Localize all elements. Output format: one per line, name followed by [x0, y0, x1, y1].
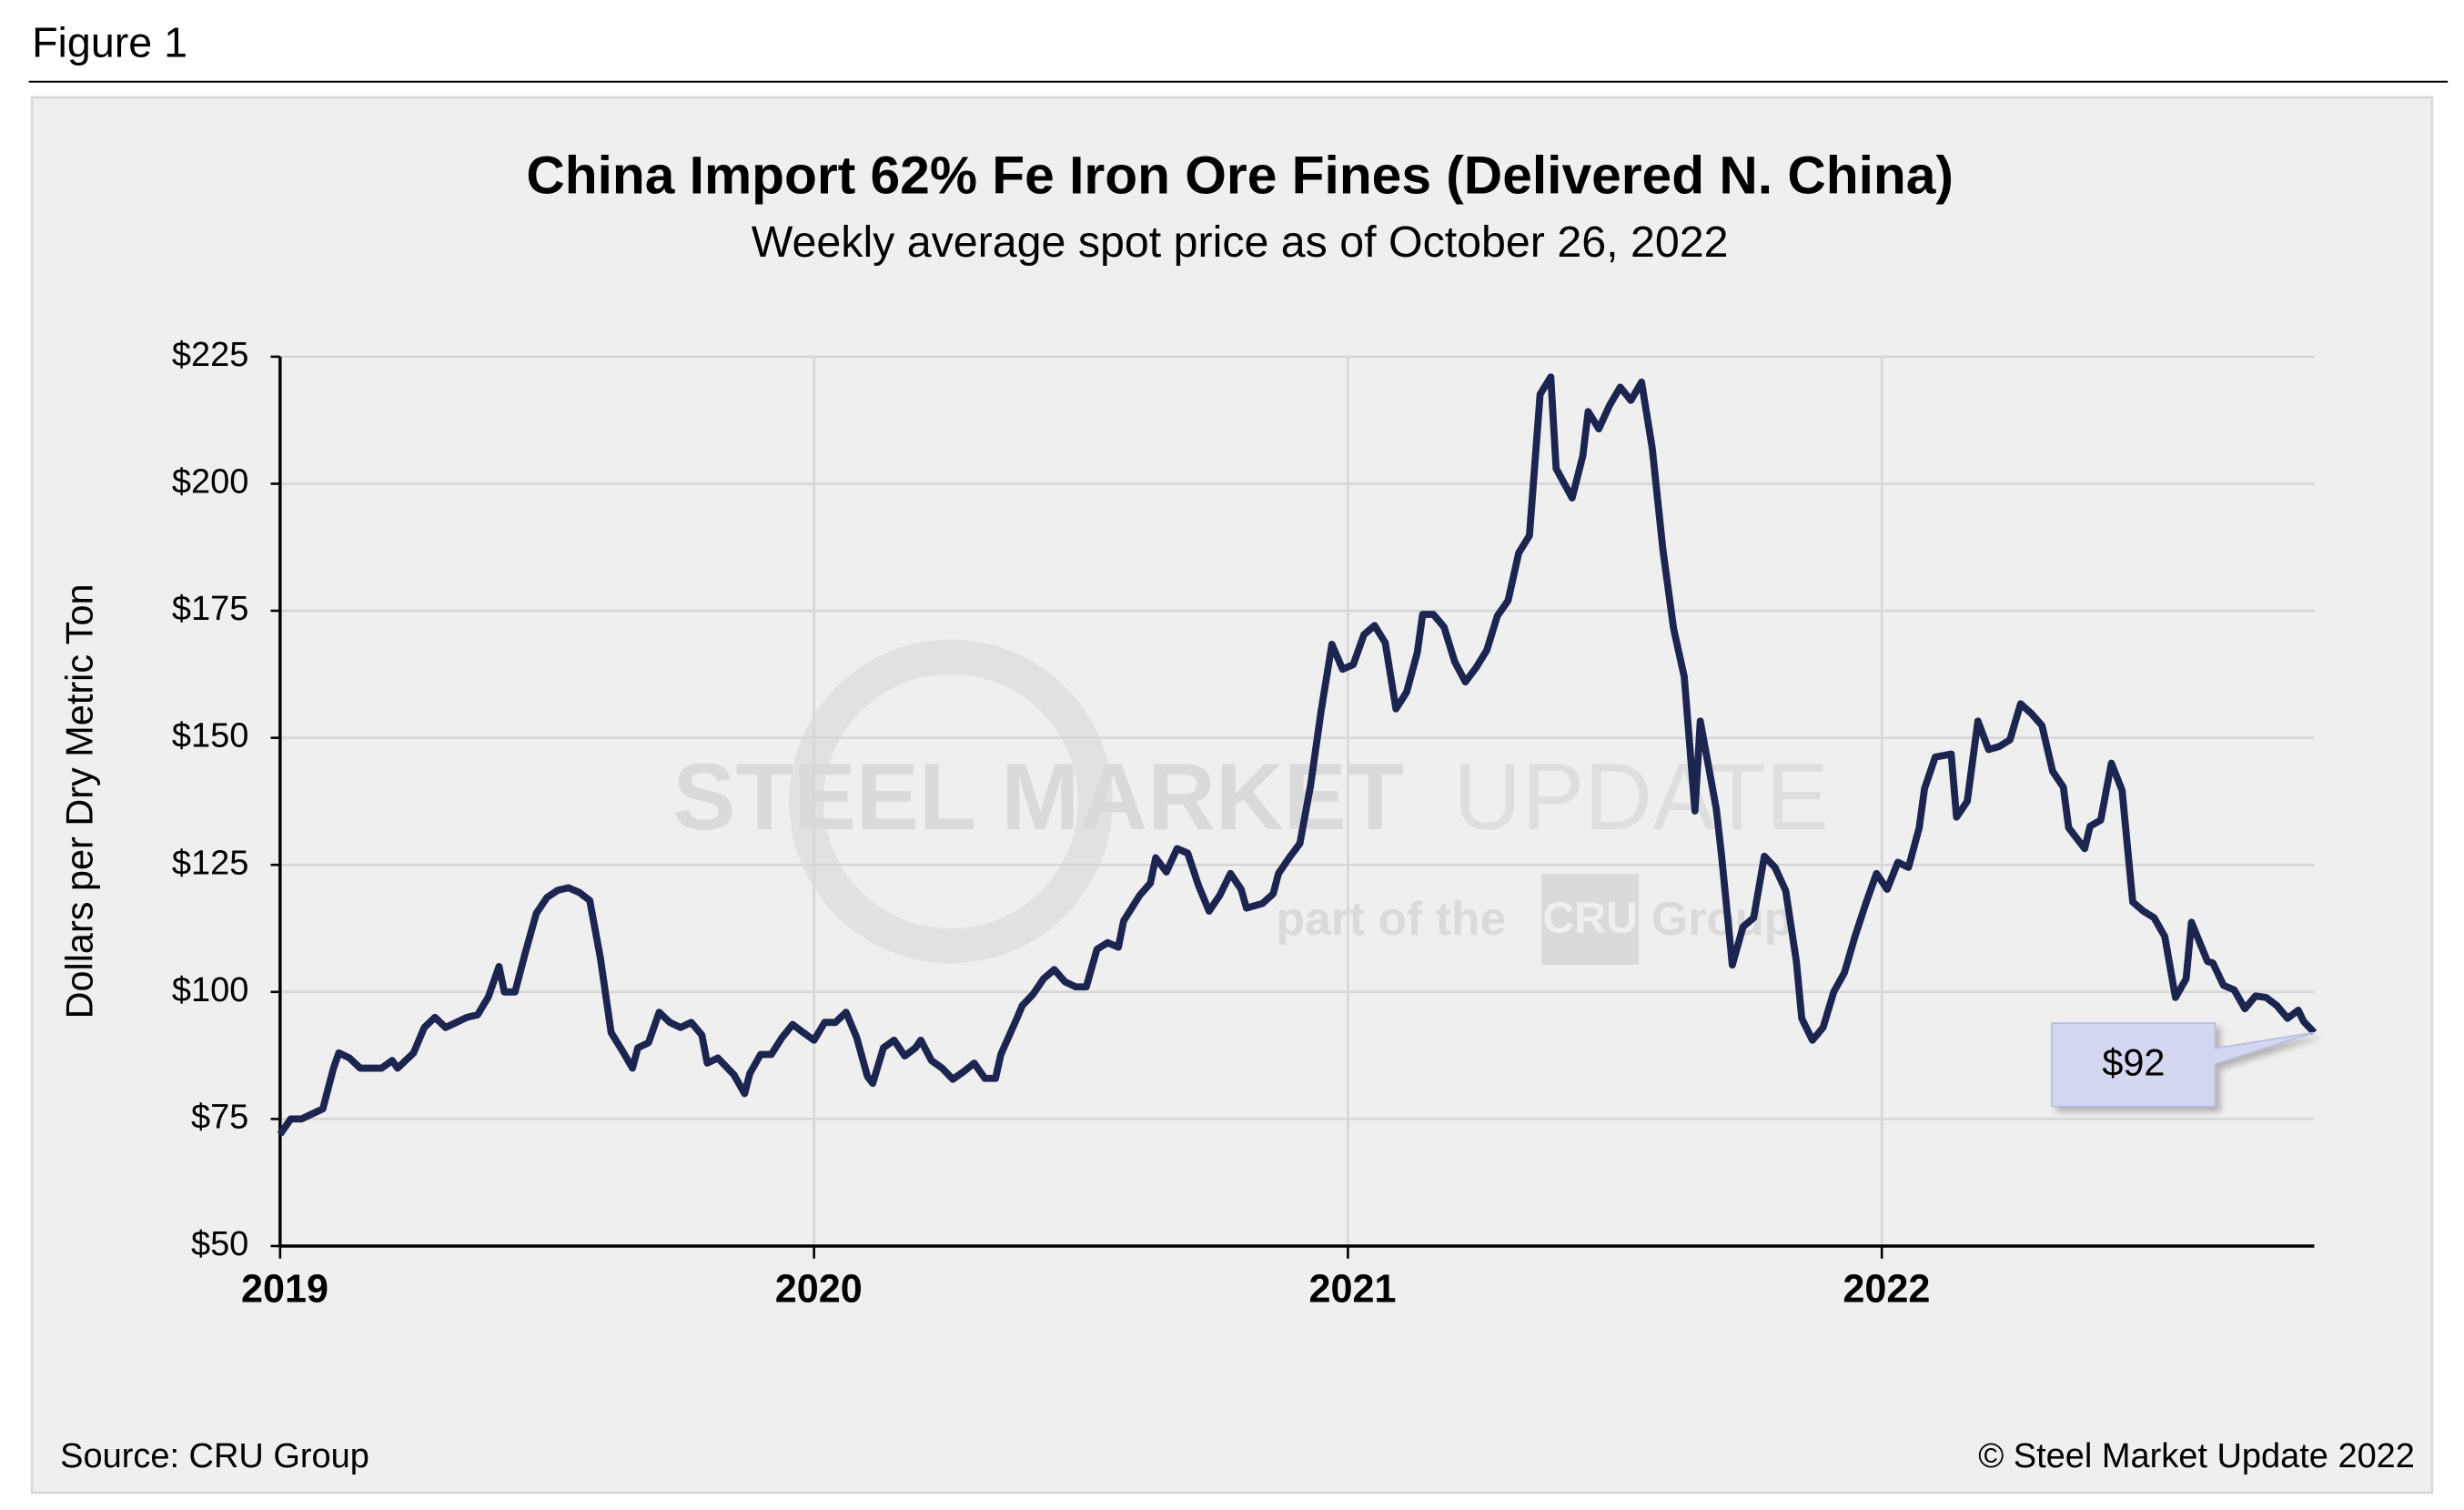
y-tick-label: $200 [172, 462, 248, 501]
watermark-title: STEEL MARKET [672, 744, 1404, 849]
watermark-tagline: part of the [1276, 892, 1506, 945]
data-line [277, 373, 2318, 1137]
watermark-ring [789, 639, 1113, 964]
x-tick-label: 2021 [1309, 1267, 1397, 1311]
watermark: STEEL MARKET UPDATE part of the CRU Grou… [672, 639, 1829, 965]
annotation: $92 [2102, 1041, 2165, 1084]
y-tick-label: $50 [191, 1225, 248, 1263]
x-tick-label: 2022 [1843, 1267, 1930, 1311]
chart-subtitle: Weekly average spot price as of October … [752, 218, 1729, 267]
y-tick-label: $175 [172, 590, 248, 628]
y-tick-label: $150 [172, 717, 248, 755]
watermark-title2: UPDATE [1453, 744, 1828, 849]
y-tick-label: $225 [172, 336, 248, 374]
watermark-logo: CRU [1542, 893, 1638, 942]
y-tick-label: $75 [191, 1098, 248, 1136]
source: Source: CRU Group [60, 1437, 369, 1475]
chart-panel [30, 96, 2434, 1495]
x-tick-label: 2020 [775, 1267, 863, 1311]
watermark-group: Group [1651, 892, 1792, 945]
copyright: © Steel Market Update 2022 [1978, 1437, 2415, 1475]
y-axis-label: Dollars per Dry Metric Ton [57, 583, 100, 1018]
y-tick-label: $125 [172, 844, 248, 882]
annotation-callout [2051, 1022, 2315, 1108]
y-tick-label: $100 [172, 971, 248, 1009]
chart-title: China Import 62% Fe Iron Ore Fines (Deli… [526, 146, 1954, 205]
x-tick-label: 2019 [241, 1267, 328, 1311]
figure-label: Figure 1 [32, 18, 187, 66]
watermark-logo-box [1541, 873, 1640, 965]
